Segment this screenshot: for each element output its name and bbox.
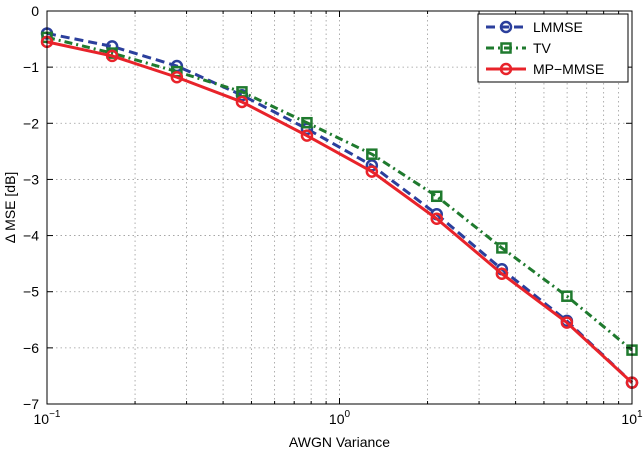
y-tick-label: 0 [31,3,39,19]
data-point [105,49,119,63]
y-tick-label: −3 [23,171,39,187]
data-point [495,267,509,280]
data-point [301,116,313,129]
x-tick-label: 10−1 [34,409,61,427]
series-line [46,35,633,352]
x-tick-label: 100 [329,409,351,427]
legend-entry: TV [486,40,552,56]
data-point [430,212,443,225]
data-point [430,190,443,203]
data-point [365,165,379,178]
grid [47,11,632,404]
legend-marker [499,62,513,76]
y-tick-label: −5 [23,284,39,300]
y-tick-label: −6 [23,340,39,356]
data-point [170,70,184,84]
legend-entry: LMMSE [486,19,583,35]
y-tick-label: −4 [23,228,39,244]
legend-entry: MP−MMSE [486,61,604,77]
data-point [561,290,573,302]
x-tick-label: 101 [621,409,643,427]
y-tick-label: −2 [23,115,39,131]
legend-marker [499,20,513,34]
data-point [560,316,574,329]
y-axis-label: Δ MSE [dB] [2,172,18,244]
y-tick-label: −7 [23,396,39,412]
legend-marker [500,42,512,54]
data-point [235,95,249,109]
y-tick-label: −1 [23,59,39,75]
legend-label: LMMSE [533,19,583,35]
data-point [300,129,314,142]
legend: LMMSE TV MP−MMSE [477,13,629,83]
legend-label: MP−MMSE [533,61,604,77]
x-axis-label: AWGN Variance [289,434,390,450]
series-line [46,31,634,384]
data-point [496,242,508,254]
data-point [366,148,378,160]
legend-label: TV [533,40,552,56]
axis-ticks: 0 −1 −2 −3 −4 −5 −6 −710−1 100 101 [23,3,643,427]
legend-box [477,13,629,83]
series-line [46,40,634,384]
